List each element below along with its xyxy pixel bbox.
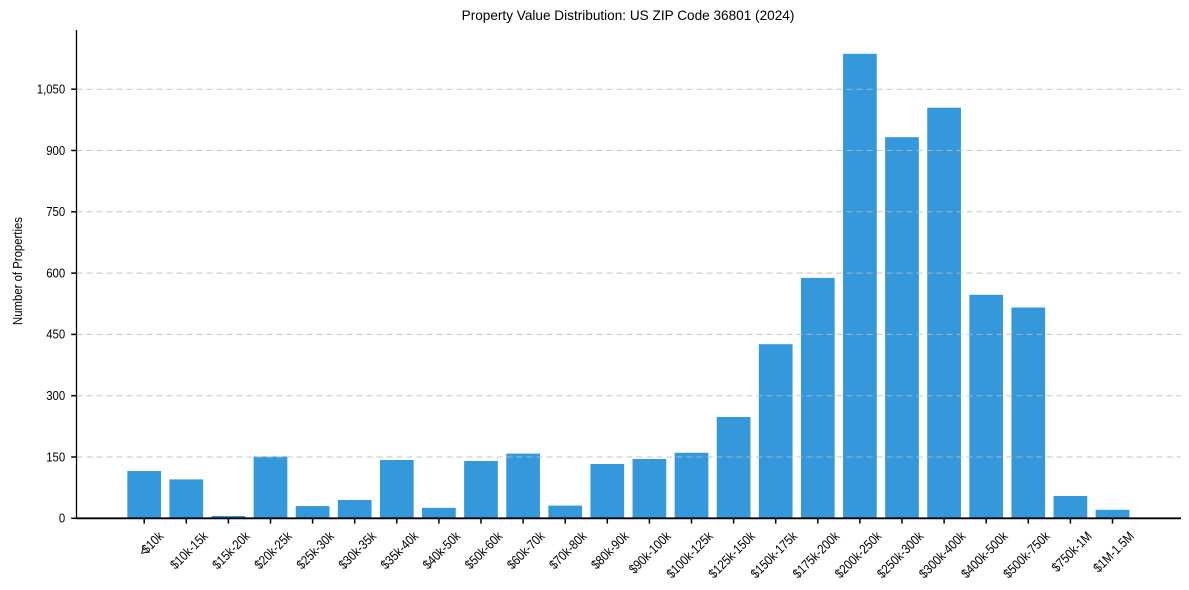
svg-text:450: 450 [46,327,65,342]
svg-text:1,050: 1,050 [37,82,66,97]
svg-text:600: 600 [46,266,65,281]
svg-text:300: 300 [46,388,65,403]
svg-text:Number of Properties: Number of Properties [10,217,25,325]
svg-text:0: 0 [59,511,65,526]
svg-text:900: 900 [46,143,65,158]
svg-text:150: 150 [46,449,65,464]
svg-text:Property Value Distribution: U: Property Value Distribution: US ZIP Code… [462,8,795,23]
svg-text:750: 750 [46,204,65,219]
